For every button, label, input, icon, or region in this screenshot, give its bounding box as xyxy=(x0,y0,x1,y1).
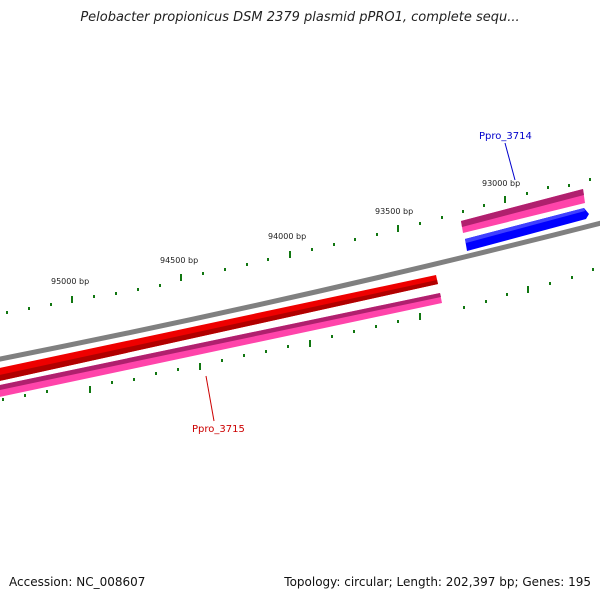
scale-label: 93000 bp xyxy=(482,179,520,188)
cds-blue-Ppro_3714[interactable] xyxy=(465,208,589,251)
cds-pink-upper[interactable] xyxy=(461,189,585,233)
map-title: Pelobacter propionicus DSM 2379 plasmid … xyxy=(80,10,520,25)
gene-label-Ppro_3715[interactable]: Ppro_3715 xyxy=(192,424,245,435)
scale-label: 94000 bp xyxy=(268,232,306,241)
accession-text: Accession: NC_008607 xyxy=(9,575,146,589)
inner-tick-ring xyxy=(2,268,594,401)
backbone-arc xyxy=(0,220,600,362)
outer-tick-ring xyxy=(6,178,591,314)
cds-red-Ppro_3715[interactable] xyxy=(0,275,438,382)
topology-summary-text: Topology: circular; Length: 202,397 bp; … xyxy=(284,575,591,589)
scale-label: 94500 bp xyxy=(160,256,198,265)
cds-pink-lower[interactable] xyxy=(0,293,442,398)
scale-labels: 93000 bp 93500 bp 94000 bp 94500 bp 9500… xyxy=(51,179,520,286)
gene-leader-line-Ppro_3714 xyxy=(504,142,516,181)
gene-leader-line-Ppro_3715 xyxy=(205,375,215,422)
scale-label: 93500 bp xyxy=(375,207,413,216)
scale-label: 95000 bp xyxy=(51,277,89,286)
gene-label-Ppro_3714[interactable]: Ppro_3714 xyxy=(479,131,532,142)
